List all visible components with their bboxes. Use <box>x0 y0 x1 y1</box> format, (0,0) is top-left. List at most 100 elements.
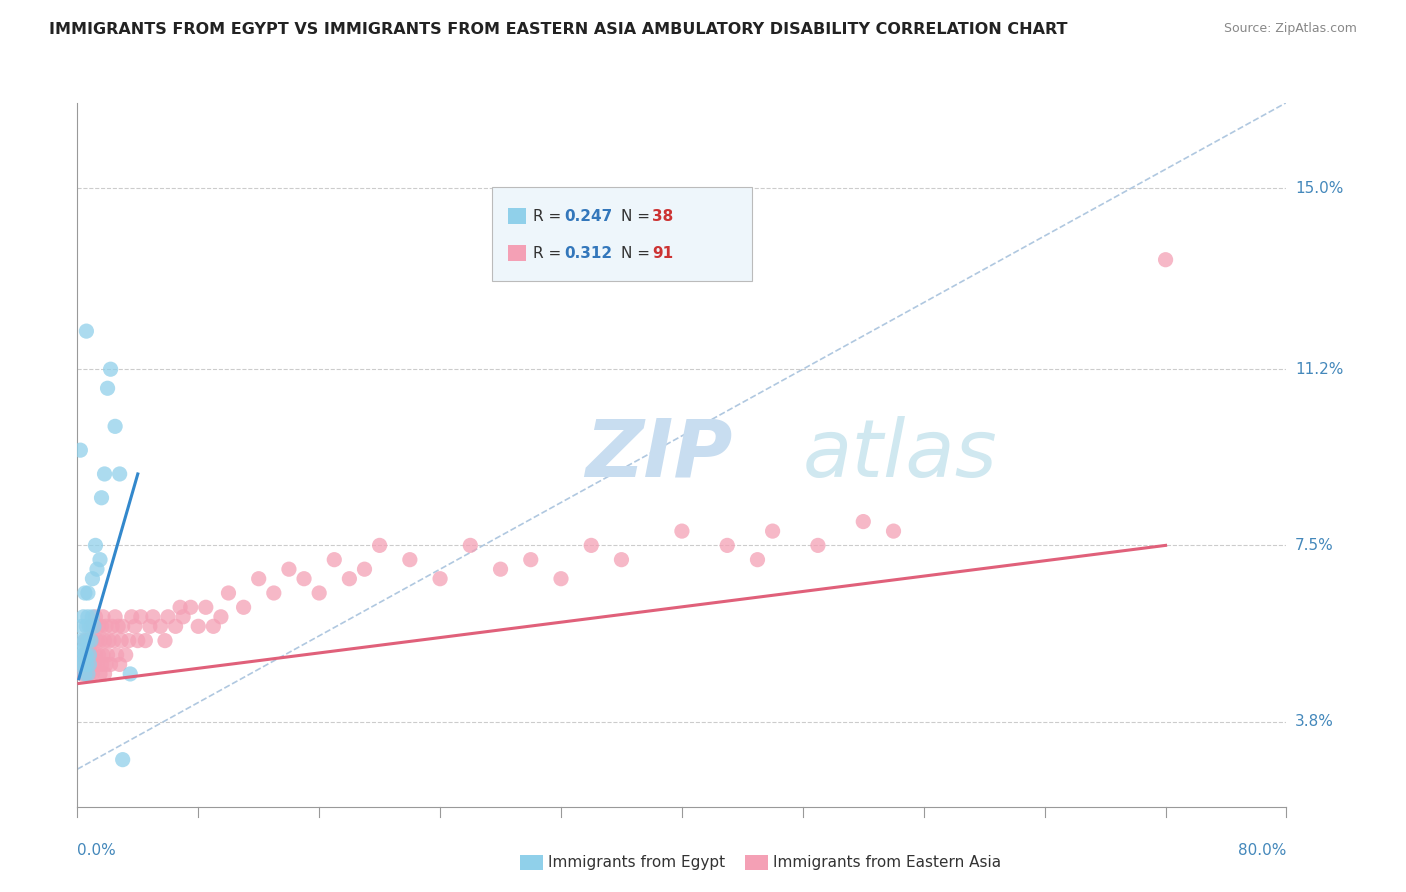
Point <box>70 648 93 662</box>
Point <box>124 619 146 633</box>
Point <box>762 524 785 538</box>
Point <box>581 538 603 552</box>
Point <box>807 538 830 552</box>
Point <box>94 619 117 633</box>
Point <box>100 362 122 376</box>
Point <box>70 619 93 633</box>
Text: 91: 91 <box>652 246 673 261</box>
Point <box>165 619 187 633</box>
Text: Source: ZipAtlas.com: Source: ZipAtlas.com <box>1223 22 1357 36</box>
Point <box>80 619 103 633</box>
Point <box>69 633 91 648</box>
Point <box>550 572 572 586</box>
Point <box>86 562 108 576</box>
Point <box>79 648 101 662</box>
Point <box>87 619 110 633</box>
Point <box>100 657 122 672</box>
Point <box>80 633 103 648</box>
Point <box>80 648 103 662</box>
Point <box>111 753 134 767</box>
Point <box>70 667 93 681</box>
Text: 11.2%: 11.2% <box>1295 362 1343 376</box>
Point <box>232 600 254 615</box>
Point <box>89 552 111 566</box>
Point <box>73 667 96 681</box>
Point <box>127 633 149 648</box>
Point <box>139 619 162 633</box>
Point <box>83 619 105 633</box>
Point <box>187 619 209 633</box>
Text: atlas: atlas <box>803 416 998 494</box>
Point <box>69 443 91 458</box>
Point <box>368 538 391 552</box>
Point <box>120 667 142 681</box>
Point <box>107 619 129 633</box>
Point <box>82 609 104 624</box>
Point <box>520 552 543 566</box>
Point <box>73 633 96 648</box>
Point <box>337 572 360 586</box>
Point <box>105 648 128 662</box>
Text: ZIP: ZIP <box>585 416 733 494</box>
Point <box>93 667 115 681</box>
Point <box>610 552 633 566</box>
Point <box>82 667 104 681</box>
Point <box>72 643 94 657</box>
Point <box>399 552 422 566</box>
Text: 80.0%: 80.0% <box>1239 843 1286 858</box>
Point <box>180 600 202 615</box>
Point <box>90 619 112 633</box>
Point <box>747 552 769 566</box>
Text: 7.5%: 7.5% <box>1295 538 1333 553</box>
Point <box>134 633 156 648</box>
Text: 0.0%: 0.0% <box>77 843 117 858</box>
Point <box>458 538 481 552</box>
Point <box>671 524 693 538</box>
Point <box>308 586 330 600</box>
Point <box>118 633 141 648</box>
Point <box>73 586 96 600</box>
Point <box>90 491 112 505</box>
Point <box>98 633 121 648</box>
Point <box>595 191 617 205</box>
Text: R =: R = <box>533 209 567 224</box>
Point <box>101 619 124 633</box>
Point <box>90 657 112 672</box>
Point <box>72 609 94 624</box>
Point <box>77 633 100 648</box>
Point <box>83 657 105 672</box>
Point <box>1154 252 1177 267</box>
Point <box>84 609 107 624</box>
Point <box>489 562 512 576</box>
Point <box>108 657 131 672</box>
Point <box>114 648 136 662</box>
Point <box>247 572 270 586</box>
Point <box>292 572 315 586</box>
Point <box>104 419 127 434</box>
Point <box>852 515 875 529</box>
Point <box>89 667 111 681</box>
Point <box>93 467 115 481</box>
Text: Immigrants from Eastern Asia: Immigrants from Eastern Asia <box>773 855 1001 870</box>
Point <box>169 600 191 615</box>
Point <box>91 609 114 624</box>
Text: 0.247: 0.247 <box>564 209 612 224</box>
Point <box>75 657 97 672</box>
Point <box>129 609 152 624</box>
Point <box>94 657 117 672</box>
Point <box>79 657 101 672</box>
Point <box>153 633 176 648</box>
Point <box>75 667 97 681</box>
Point <box>883 524 905 538</box>
Point <box>194 600 217 615</box>
Point <box>83 619 105 633</box>
Point <box>79 667 101 681</box>
Point <box>93 633 115 648</box>
Point <box>87 648 110 662</box>
Point <box>69 657 91 672</box>
Point <box>82 572 104 586</box>
Point <box>110 633 132 648</box>
Text: R =: R = <box>533 246 567 261</box>
Point <box>121 609 143 624</box>
Point <box>142 609 165 624</box>
